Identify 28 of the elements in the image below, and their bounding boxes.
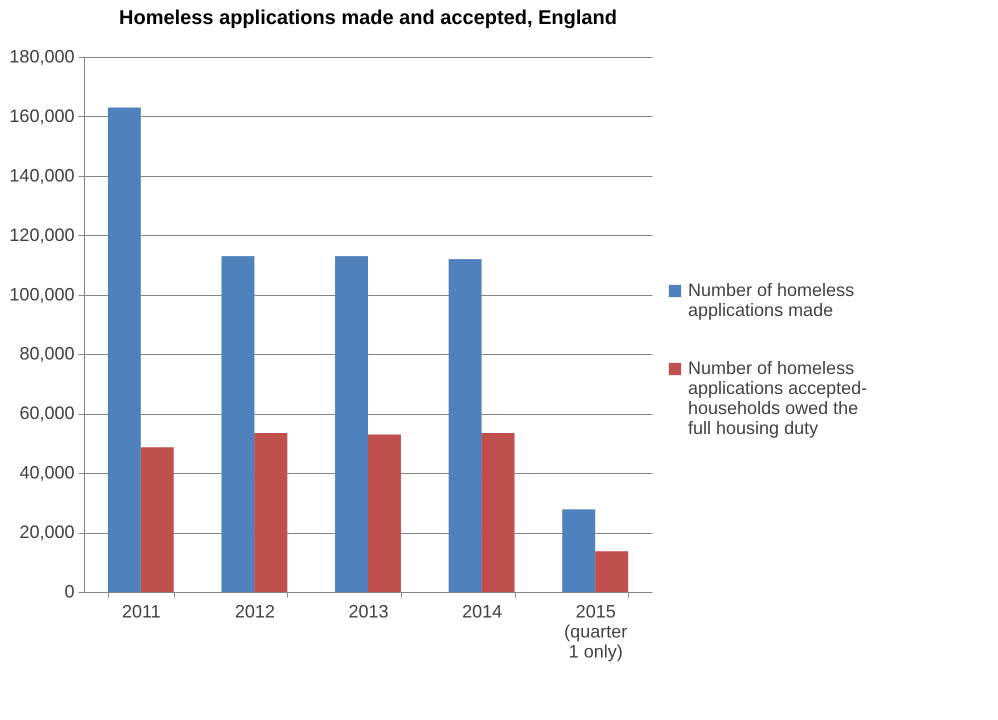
bar — [448, 259, 482, 592]
chart-title: Homeless applications made and accepted, England — [119, 7, 617, 29]
bar — [108, 108, 141, 592]
x-tick-label: 2012 — [234, 602, 275, 622]
y-tick-label: 20,000 — [19, 522, 74, 542]
x-tick-label: 2013 — [348, 602, 389, 622]
bar — [595, 551, 628, 592]
bar — [140, 447, 174, 592]
bar — [562, 509, 596, 592]
bar — [368, 434, 401, 592]
bar — [254, 432, 288, 592]
bar — [482, 432, 515, 592]
y-tick-label: 120,000 — [9, 224, 74, 245]
y-tick-label: 80,000 — [19, 344, 74, 364]
y-tick-label: 140,000 — [9, 165, 74, 186]
x-tick-label: 2014 — [462, 602, 502, 622]
y-tick-label: 60,000 — [19, 403, 74, 424]
y-tick-label: 160,000 — [9, 106, 74, 126]
bar — [221, 256, 254, 592]
bar — [335, 256, 368, 592]
y-tick-label: 100,000 — [9, 284, 74, 304]
y-tick-label: 40,000 — [19, 462, 74, 483]
x-tick-label: 2015 (quarter 1 only) — [564, 602, 628, 662]
x-tick-label: 2011 — [122, 602, 161, 622]
y-tick-label: 180,000 — [9, 46, 74, 66]
y-tick-label: 0 — [64, 582, 74, 602]
legend-label: Number of homeless applications accepted- households owed the full housing duty — [688, 358, 868, 438]
legend-label: Number of homeless applications made — [688, 280, 854, 320]
